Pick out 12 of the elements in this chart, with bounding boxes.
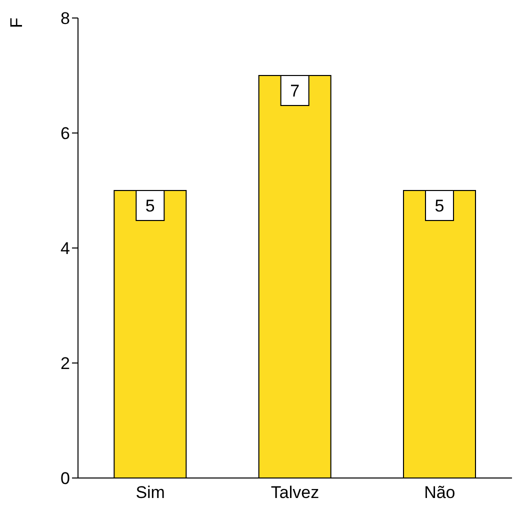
- data-label: 5: [145, 196, 155, 216]
- y-tick-label: 0: [60, 469, 70, 488]
- data-label: 5: [434, 196, 444, 216]
- y-tick-label: 8: [60, 9, 70, 28]
- x-tick-label: Não: [424, 483, 456, 502]
- y-tick-label: 4: [60, 239, 70, 258]
- x-tick-label: Sim: [136, 483, 165, 502]
- y-tick-label: 2: [60, 354, 70, 374]
- y-axis-title: F: [7, 18, 26, 28]
- x-tick-label: Talvez: [270, 483, 320, 502]
- y-tick-label: 6: [60, 124, 70, 144]
- data-label: 7: [290, 82, 300, 100]
